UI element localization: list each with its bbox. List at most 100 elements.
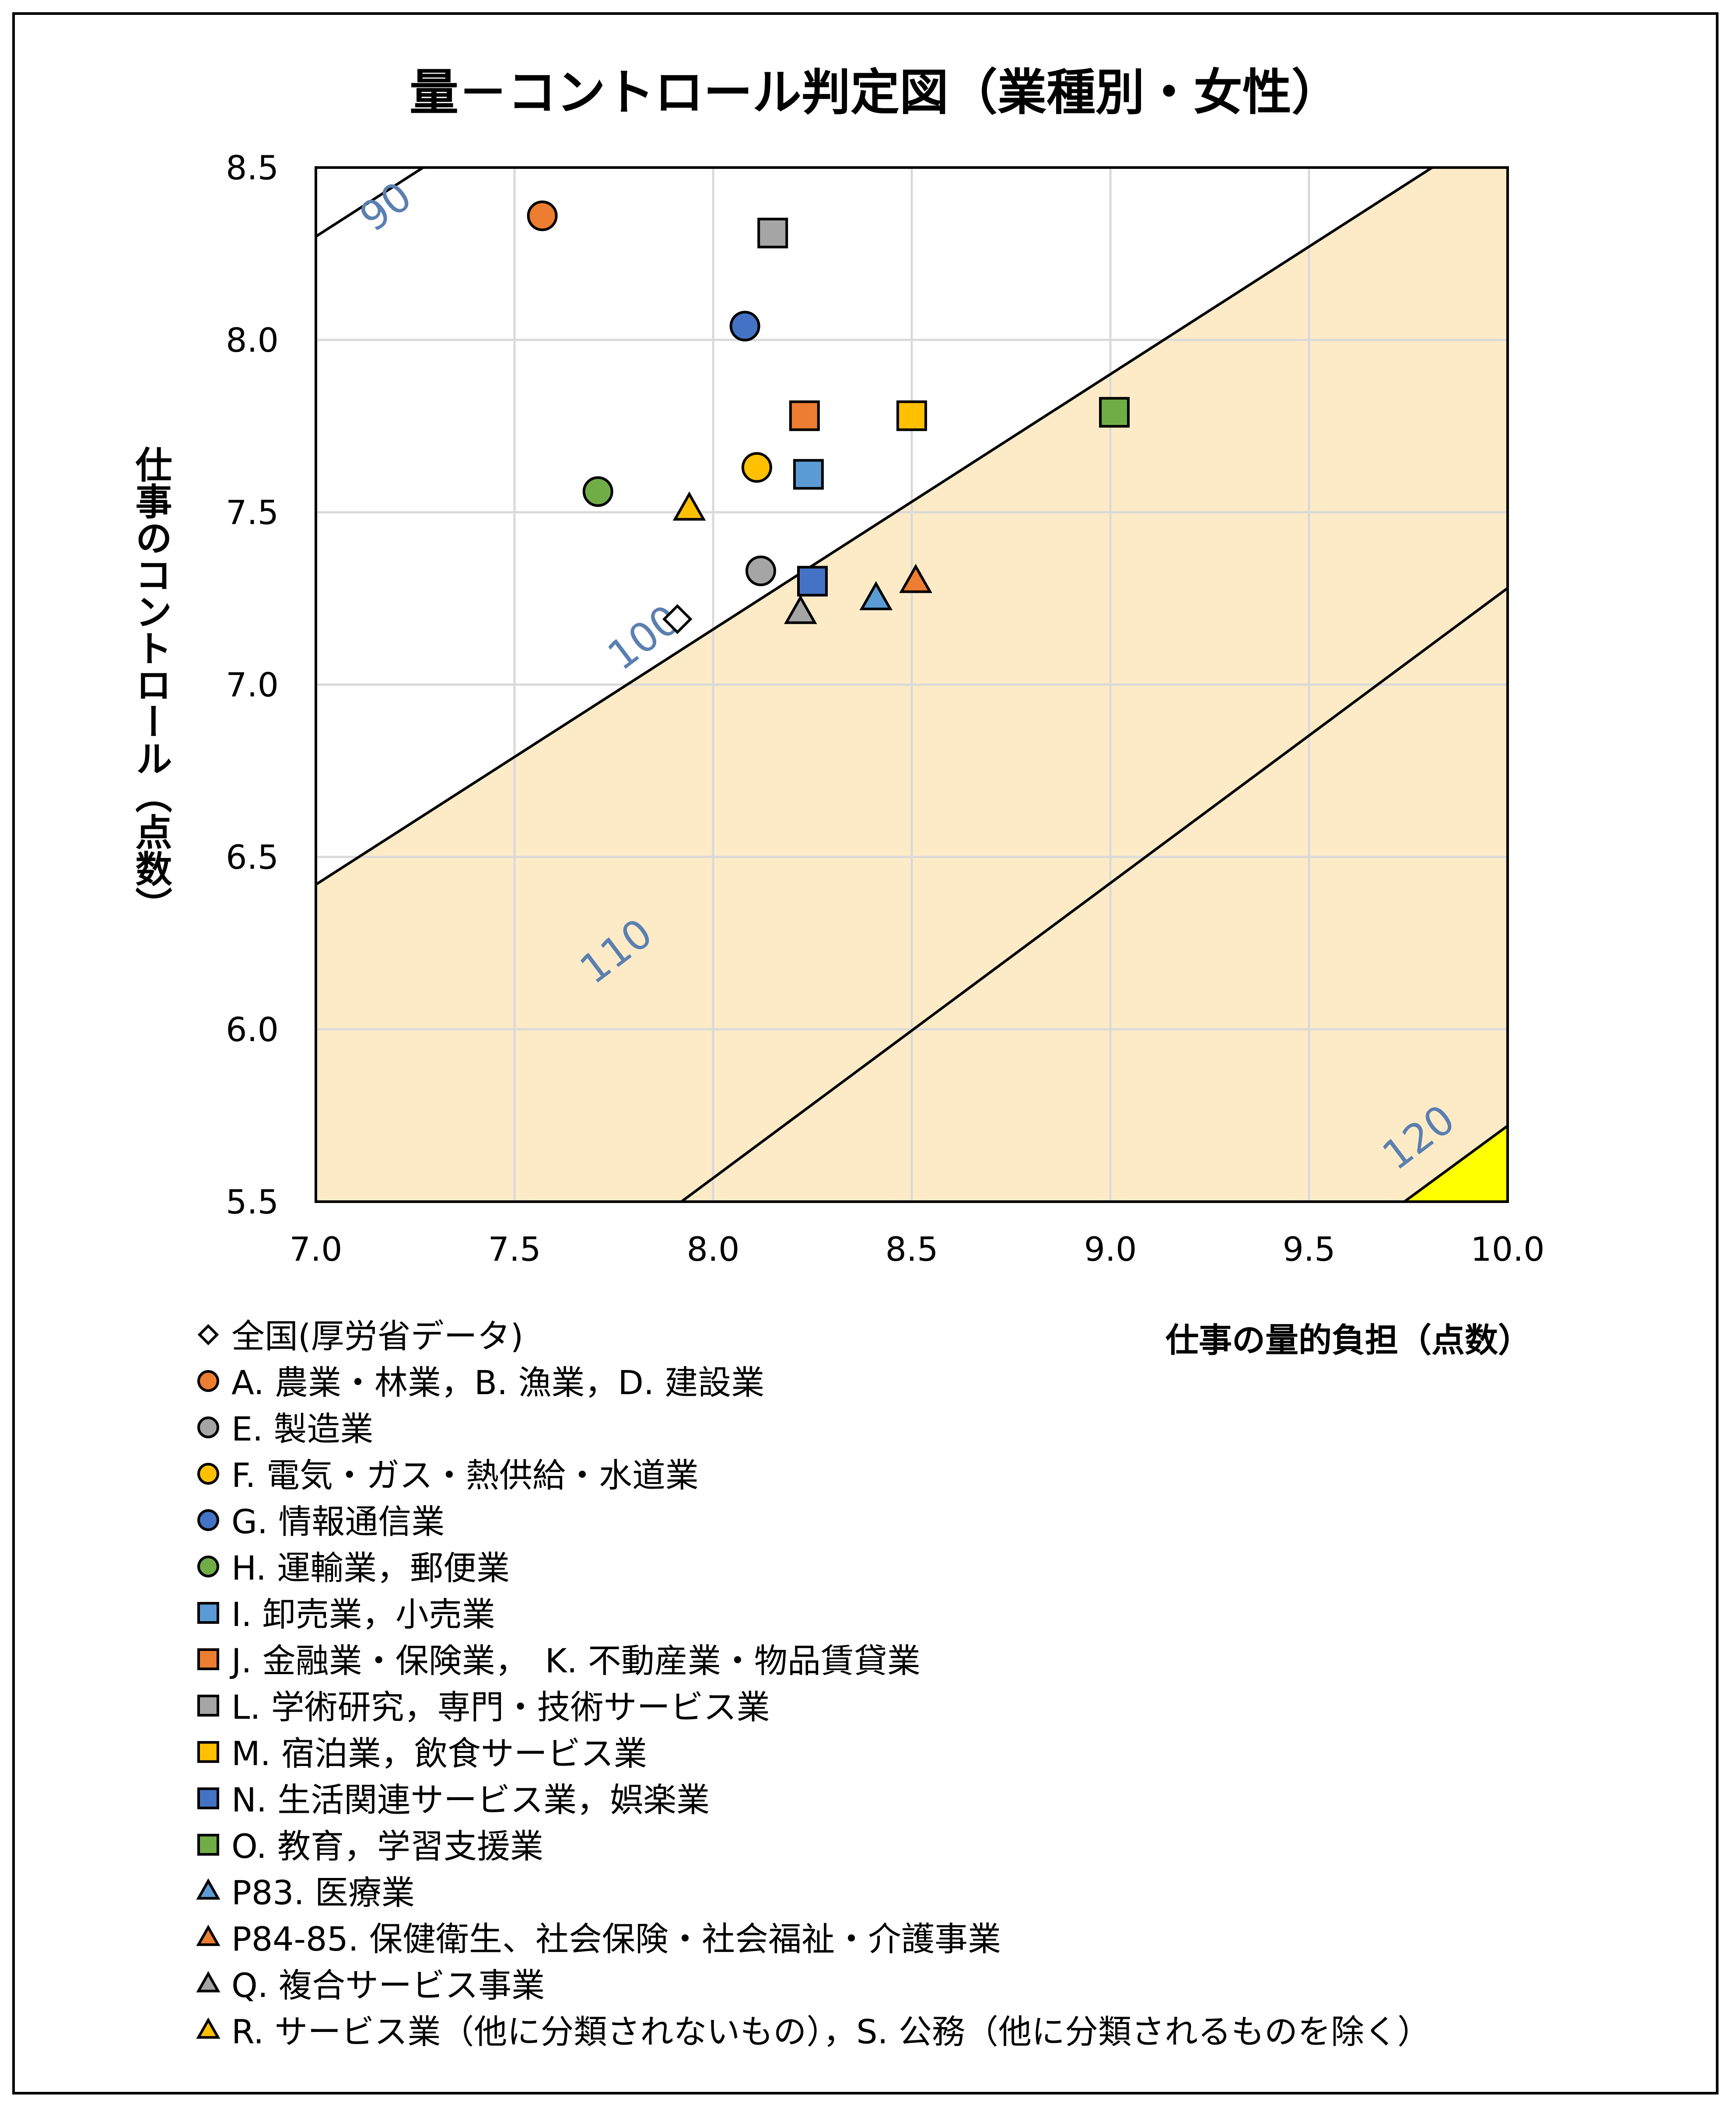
plot-area xyxy=(315,166,1509,1203)
legend-label: J. 金融業・保険業， K. 不動産業・物品賃貸業 xyxy=(231,1641,920,1680)
legend-label: F. 電気・ガス・熱供給・水道業 xyxy=(231,1456,699,1495)
legend-label: M. 宿泊業，飲食サービス業 xyxy=(231,1734,647,1773)
legend-item: E. 製造業 xyxy=(195,1403,1638,1449)
legend-marker-triangle xyxy=(196,1878,220,1900)
legend-label: G. 情報通信業 xyxy=(231,1502,445,1541)
contour-line-100 xyxy=(316,168,1433,886)
legend-marker-circle xyxy=(197,1370,219,1392)
legend-label: R. サービス業（他に分類されないもの），S. 公務（他に分類されるものを除く） xyxy=(231,2012,1431,2051)
legend-label: P84-85. 保健衛生、社会保険・社会福祉・介護事業 xyxy=(231,1920,1001,1958)
legend-label: E. 製造業 xyxy=(231,1409,374,1448)
x-tick-label: 8.0 xyxy=(687,1230,740,1269)
legend-symbol xyxy=(197,1324,219,1346)
legend-label: O. 教育，学習支援業 xyxy=(231,1827,544,1866)
x-tick-label: 9.5 xyxy=(1283,1230,1336,1269)
legend-label: P83. 医療業 xyxy=(231,1873,415,1912)
contour-line-120 xyxy=(1404,1125,1508,1202)
y-tick-label: 8.5 xyxy=(226,148,279,187)
data-point-circle xyxy=(729,311,760,342)
legend-symbol xyxy=(197,1741,219,1763)
legend: 全国(厚労省データ) A. 農業・林業，B. 漁業，D. 建設業 E. 製造業 F. … xyxy=(195,1310,1638,2052)
data-point-square xyxy=(896,400,927,431)
legend-symbol xyxy=(197,1556,219,1577)
data-point-triangle xyxy=(899,563,932,593)
legend-item: L. 学術研究，専門・技術サービス業 xyxy=(195,1681,1638,1727)
contour-line-110 xyxy=(680,587,1508,1202)
legend-label: 全国(厚労省データ) xyxy=(231,1317,524,1356)
data-point-circle xyxy=(745,555,776,586)
y-tick-label: 5.5 xyxy=(226,1182,279,1221)
legend-item: M. 宿泊業，飲食サービス業 xyxy=(195,1727,1638,1774)
data-point-square xyxy=(793,459,824,490)
x-tick-label: 9.0 xyxy=(1084,1230,1137,1269)
legend-symbol xyxy=(197,1602,219,1624)
legend-marker-circle xyxy=(197,1509,219,1531)
legend-marker-circle xyxy=(197,1416,219,1438)
data-point-square xyxy=(797,566,828,597)
contour-line-90 xyxy=(316,168,424,238)
legend-marker-square xyxy=(197,1787,219,1809)
data-point-triangle xyxy=(672,491,706,521)
chart-frame xyxy=(12,12,1718,2095)
legend-marker-square xyxy=(197,1648,219,1670)
legend-label: Q. 複合サービス事業 xyxy=(231,1966,545,2005)
legend-item: 全国(厚労省データ) xyxy=(195,1310,1638,1357)
legend-marker-circle xyxy=(197,1556,219,1577)
legend-marker-circle xyxy=(197,1463,219,1485)
data-point-diamond xyxy=(662,604,693,634)
legend-item: H. 運輸業，郵便業 xyxy=(195,1542,1638,1588)
y-tick-label: 6.5 xyxy=(226,838,279,877)
data-point-triangle xyxy=(859,581,893,610)
legend-item: N. 生活関連サービス業，娯楽業 xyxy=(195,1774,1638,1820)
legend-symbol xyxy=(196,1878,220,1900)
legend-marker-square xyxy=(197,1695,219,1717)
y-tick-label: 7.0 xyxy=(226,665,279,704)
legend-label: L. 学術研究，専門・技術サービス業 xyxy=(231,1688,770,1727)
y-axis-label: 仕事のコントロール（点数） xyxy=(130,446,172,923)
legend-item: P83. 医療業 xyxy=(195,1867,1638,1913)
legend-marker-square xyxy=(197,1741,219,1763)
x-tick-label: 7.5 xyxy=(488,1230,541,1269)
legend-marker-diamond xyxy=(197,1324,219,1346)
legend-item: G. 情報通信業 xyxy=(195,1496,1638,1542)
data-point-circle xyxy=(527,200,558,231)
legend-symbol xyxy=(197,1787,219,1809)
legend-symbol xyxy=(197,1416,219,1438)
data-point-square xyxy=(789,400,820,431)
x-tick-label: 8.5 xyxy=(886,1230,938,1269)
legend-item: J. 金融業・保険業， K. 不動産業・物品賃貸業 xyxy=(195,1635,1638,1681)
legend-label: H. 運輸業，郵便業 xyxy=(231,1549,510,1587)
legend-item: F. 電気・ガス・熱供給・水道業 xyxy=(195,1449,1638,1496)
legend-item: Q. 複合サービス事業 xyxy=(195,1959,1638,2006)
data-point-circle xyxy=(741,452,772,483)
legend-symbol xyxy=(197,1695,219,1717)
legend-symbol xyxy=(196,2017,220,2039)
y-tick-label: 6.0 xyxy=(226,1010,279,1049)
legend-marker-square xyxy=(197,1834,219,1856)
x-tick-label: 7.0 xyxy=(290,1230,343,1269)
chart-title: 量－コントロール判定図（業種別・女性） xyxy=(410,64,1340,121)
legend-item: R. サービス業（他に分類されないもの），S. 公務（他に分類されるものを除く） xyxy=(195,2006,1638,2052)
legend-item: P84-85. 保健衛生、社会保険・社会福祉・介護事業 xyxy=(195,1913,1638,1959)
x-axis-label: 仕事の量的負担（点数） xyxy=(1166,1321,1531,1360)
legend-item: I. 卸売業，小売業 xyxy=(195,1588,1638,1635)
legend-symbol xyxy=(197,1648,219,1670)
legend-item: A. 農業・林業，B. 漁業，D. 建設業 xyxy=(195,1357,1638,1403)
legend-marker-triangle xyxy=(196,1924,220,1946)
legend-item: O. 教育，学習支援業 xyxy=(195,1820,1638,1867)
legend-symbol xyxy=(196,1971,220,1993)
y-tick-label: 7.5 xyxy=(226,493,279,532)
data-point-triangle xyxy=(784,594,817,624)
legend-symbol xyxy=(197,1509,219,1531)
x-tick-label: 10.0 xyxy=(1470,1230,1544,1269)
data-point-square xyxy=(1099,397,1130,428)
legend-symbol xyxy=(196,1924,220,1946)
data-point-circle xyxy=(582,476,613,507)
legend-marker-triangle xyxy=(196,2017,220,2039)
legend-label: N. 生活関連サービス業，娯楽業 xyxy=(231,1780,710,1819)
legend-symbol xyxy=(197,1370,219,1392)
y-tick-label: 8.0 xyxy=(226,321,279,360)
legend-label: A. 農業・林業，B. 漁業，D. 建設業 xyxy=(231,1363,765,1402)
legend-symbol xyxy=(197,1463,219,1485)
legend-symbol xyxy=(197,1834,219,1856)
